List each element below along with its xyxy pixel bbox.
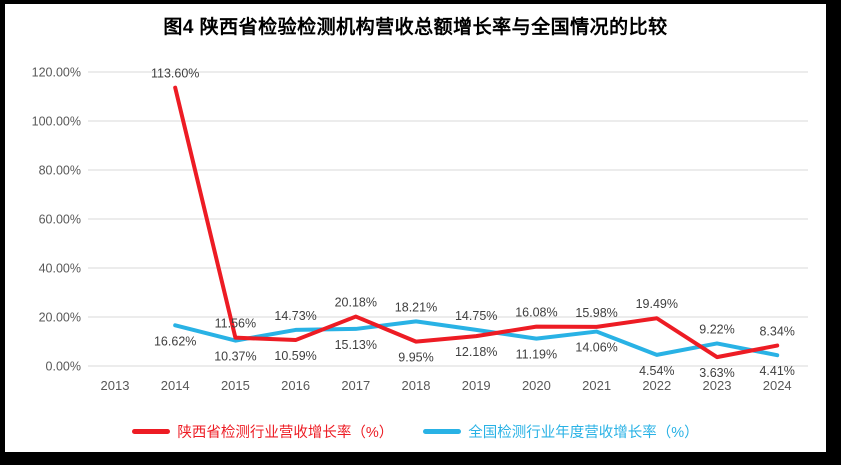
- x-tick-label: 2022: [642, 378, 671, 393]
- y-tick-label: 20.00%: [39, 311, 81, 325]
- data-label-national-2016: 14.73%: [274, 309, 316, 323]
- x-tick-label: 2024: [763, 378, 792, 393]
- data-label-national-2024: 4.41%: [759, 364, 794, 378]
- data-label-national-2018: 18.21%: [395, 300, 437, 314]
- x-tick-label: 2020: [522, 378, 551, 393]
- y-tick-label: 80.00%: [39, 164, 81, 178]
- y-tick-label: 0.00%: [46, 360, 81, 374]
- chart-canvas: 图4 陕西省检验检测机构营收总额增长率与全国情况的比较 120.00% 100.0…: [5, 4, 826, 452]
- data-labels: 113.60% 11.56% 10.59% 20.18% 9.95% 12.18% 16.0…: [151, 67, 795, 380]
- legend-item-shaanxi: 陕西省检测行业营收增长率（%）: [132, 421, 393, 442]
- legend-item-national: 全国检测行业年度营收增长率（%）: [423, 421, 699, 442]
- x-tick-label: 2016: [281, 378, 310, 393]
- data-label-national-2021: 14.06%: [575, 341, 617, 355]
- y-tick-label: 120.00%: [32, 66, 81, 80]
- data-label-shaanxi-2022: 19.49%: [636, 297, 678, 311]
- x-tick-label: 2018: [402, 378, 431, 393]
- x-tick-label: 2023: [703, 378, 732, 393]
- line-chart: 120.00% 100.00% 80.00% 60.00% 40.00% 20.00% 0.…: [32, 66, 808, 393]
- data-label-national-2017: 15.13%: [335, 338, 377, 352]
- x-tick-label: 2014: [161, 378, 190, 393]
- data-label-shaanxi-2017: 20.18%: [335, 296, 377, 310]
- y-tick-label: 60.00%: [39, 213, 81, 227]
- data-label-shaanxi-2019: 12.18%: [455, 345, 497, 359]
- data-label-shaanxi-2014: 113.60%: [151, 67, 199, 81]
- data-label-national-2019: 14.75%: [455, 309, 497, 323]
- legend-label-national: 全国检测行业年度营收增长率（%）: [468, 425, 699, 441]
- chart-title: 图4 陕西省检验检测机构营收总额增长率与全国情况的比较: [163, 17, 668, 38]
- data-label-shaanxi-2021: 15.98%: [575, 306, 617, 320]
- x-tick-label: 2015: [221, 378, 250, 393]
- data-label-national-2023: 9.22%: [699, 322, 734, 336]
- legend-swatch-shaanxi-icon: [132, 429, 171, 434]
- data-label-national-2014: 16.62%: [154, 334, 196, 348]
- x-tick-label: 2019: [462, 378, 491, 393]
- data-label-shaanxi-2024: 8.34%: [759, 325, 794, 339]
- y-tick-label: 40.00%: [39, 262, 81, 276]
- y-axis-labels: 120.00% 100.00% 80.00% 60.00% 40.00% 20.00% 0.…: [32, 66, 81, 374]
- x-tick-label: 2013: [101, 378, 130, 393]
- chart-legend: 陕西省检测行业营收增长率（%） 全国检测行业年度营收增长率（%）: [5, 421, 826, 442]
- data-label-national-2022: 4.54%: [639, 364, 674, 378]
- legend-swatch-national-icon: [423, 429, 462, 434]
- series-line-shaanxi: [173, 85, 780, 360]
- data-label-shaanxi-2023: 3.63%: [699, 366, 734, 380]
- data-label-national-2020: 11.19%: [516, 348, 557, 362]
- x-axis-labels: 2013 2014 2015 2016 2017 2018 2019 2020 2021 2022…: [101, 378, 792, 393]
- data-label-shaanxi-2018: 9.95%: [398, 351, 433, 365]
- data-label-shaanxi-2016: 10.59%: [274, 349, 316, 363]
- data-label-national-2015: 10.37%: [214, 350, 256, 364]
- series-line-national: [173, 319, 780, 358]
- series-lines: [173, 85, 780, 360]
- legend-label-shaanxi: 陕西省检测行业营收增长率（%）: [177, 425, 394, 441]
- x-tick-label: 2021: [582, 378, 611, 393]
- data-label-shaanxi-2015: 11.56%: [215, 317, 256, 331]
- y-tick-label: 100.00%: [32, 115, 81, 129]
- data-label-shaanxi-2020: 16.08%: [515, 306, 557, 320]
- x-tick-label: 2017: [341, 378, 370, 393]
- gridlines: [88, 71, 808, 367]
